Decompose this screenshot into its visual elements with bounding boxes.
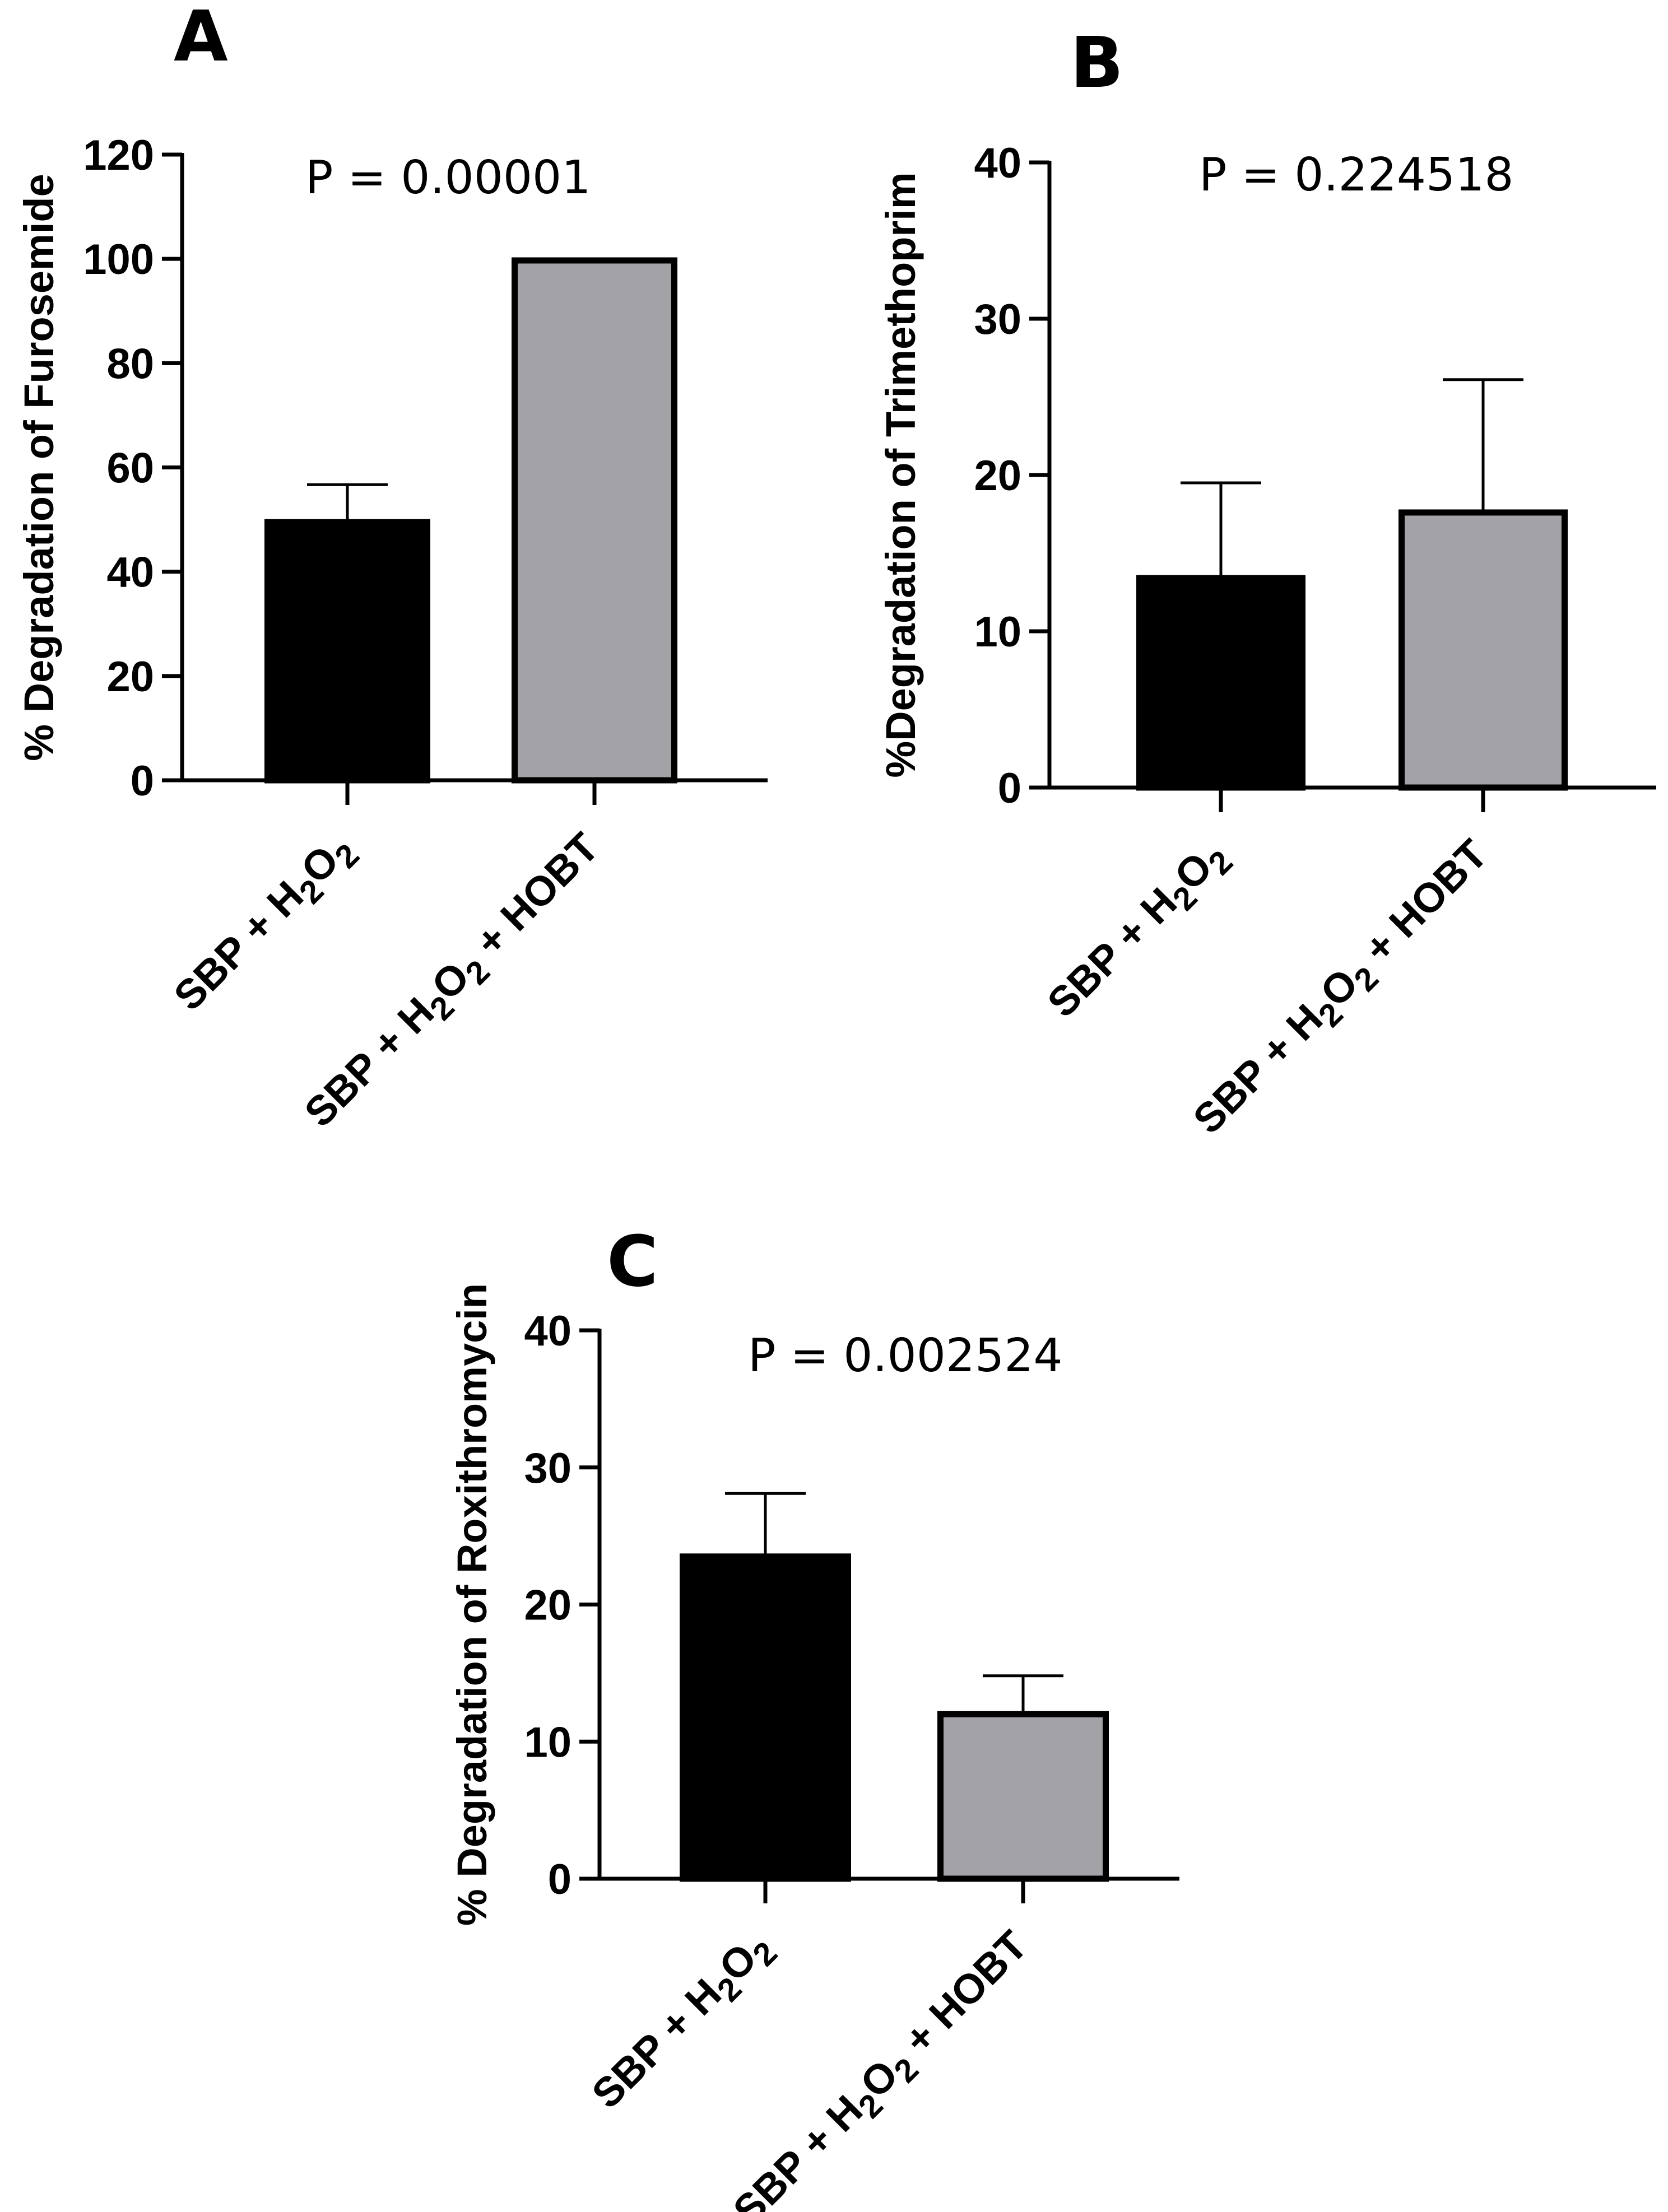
y-tick-label: 30 <box>974 296 1021 343</box>
label-part: + HOBT <box>887 1922 1037 2071</box>
y-axis-title: % Degradation of Furosemide <box>16 174 62 761</box>
chart-panel-a: A P = 0.00001 % Degradation of Furosemide 0… <box>16 0 768 1136</box>
y-tick-label: 20 <box>106 653 154 701</box>
y-axis-title: %Degradation of Trimethoprim <box>877 172 924 777</box>
y-tick-label: 40 <box>106 549 154 597</box>
bar <box>937 1711 1109 1882</box>
label-part: SBP + <box>165 893 291 1019</box>
label-part: SBP + <box>1038 900 1164 1026</box>
bar <box>680 1553 851 1882</box>
y-tick-label: 80 <box>106 340 154 388</box>
x-tick-label: SBP + H2O2 <box>1038 831 1240 1032</box>
p-value-label: P = 0.224518 <box>1199 148 1514 202</box>
category-label: SBP + H2O2 <box>165 824 366 1026</box>
y-tick-label: 60 <box>106 445 154 492</box>
category-label: SBP + H2O2 <box>1038 831 1240 1032</box>
label-part: SBP + <box>724 2108 850 2212</box>
category-label: SBP + H2O2 <box>583 1922 784 2123</box>
panel-letter: B <box>1070 22 1123 104</box>
p-value-label: P = 0.00001 <box>305 151 591 204</box>
bar <box>264 519 430 784</box>
y-tick-label: 40 <box>524 1307 572 1355</box>
label-part: + HOBT <box>1347 831 1497 980</box>
y-tick-label: 120 <box>83 132 154 179</box>
y-axis-title: % Degradation of Roxithromycin <box>449 1283 495 1926</box>
panel-letter: C <box>607 1221 658 1302</box>
y-tick-label: 10 <box>524 1719 572 1766</box>
y-tick-label: 30 <box>524 1445 572 1492</box>
x-tick-label: SBP + H2O2 <box>583 1922 784 2123</box>
chart-panel-b: B P = 0.224518 %Degradation of Trimethopri… <box>877 22 1656 1149</box>
y-tick-label: 0 <box>131 757 154 805</box>
bar <box>1136 575 1305 791</box>
panel-letter: A <box>174 0 228 77</box>
y-tick-label: 10 <box>974 608 1021 656</box>
label-part: SBP + <box>1184 1017 1310 1143</box>
label-part: SBP + <box>295 1010 421 1136</box>
x-tick-label: SBP + H2O2 <box>165 824 366 1026</box>
chart-panel-c: C P = 0.002524 % Degradation of Roxithromy… <box>449 1221 1179 2212</box>
label-part: SBP + <box>583 1991 709 2117</box>
bar <box>512 257 677 784</box>
y-tick-label: 20 <box>974 452 1021 500</box>
bar <box>1398 509 1568 791</box>
label-part: + HOBT <box>458 824 608 974</box>
y-tick-label: 40 <box>974 139 1021 187</box>
x-tick-label: SBP + H2O2 + HOBT <box>1184 831 1502 1149</box>
y-tick-label: 20 <box>524 1582 572 1629</box>
y-tick-label: 0 <box>548 1856 572 1903</box>
category-label: SBP + H2O2 + HOBT <box>1184 831 1502 1149</box>
y-tick-label: 0 <box>998 765 1021 812</box>
p-value-label: P = 0.002524 <box>748 1329 1063 1382</box>
y-tick-label: 100 <box>83 236 154 283</box>
